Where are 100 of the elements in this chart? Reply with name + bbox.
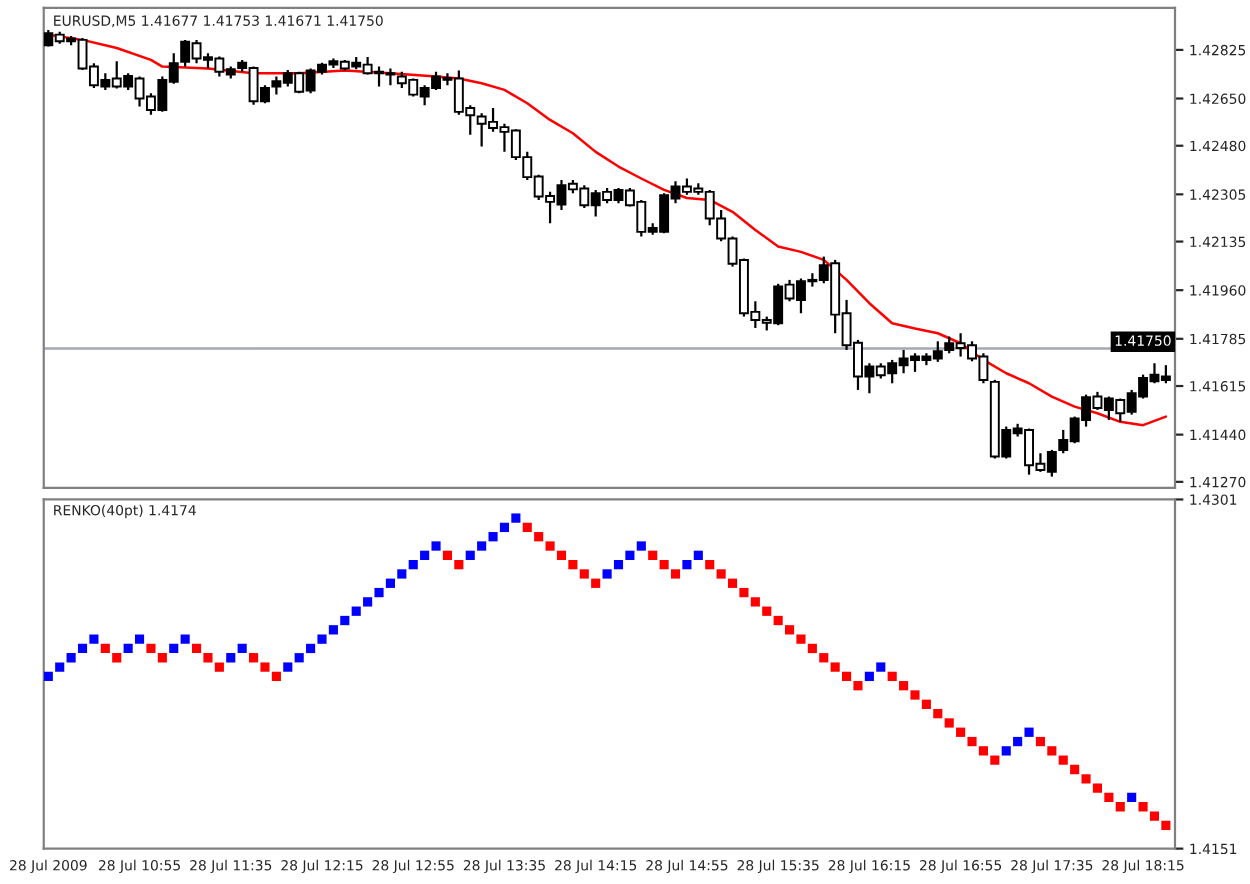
bar bbox=[556, 550, 567, 560]
bar bbox=[1047, 746, 1057, 756]
bar bbox=[625, 550, 635, 560]
bar bbox=[192, 643, 202, 654]
bar bbox=[146, 643, 156, 654]
bar bbox=[602, 569, 612, 579]
bar bbox=[522, 522, 532, 533]
bar bbox=[1081, 774, 1091, 784]
bar bbox=[283, 662, 293, 672]
bar bbox=[682, 559, 692, 570]
bar bbox=[921, 699, 931, 709]
bar bbox=[397, 569, 407, 579]
bar bbox=[910, 690, 920, 700]
bar bbox=[66, 653, 76, 663]
bar bbox=[887, 671, 897, 682]
bar bbox=[488, 532, 498, 542]
bar bbox=[784, 625, 795, 635]
bar bbox=[705, 559, 715, 570]
bar bbox=[670, 569, 681, 579]
bar bbox=[990, 755, 1000, 765]
bar bbox=[112, 653, 122, 663]
bar bbox=[55, 662, 65, 672]
bar bbox=[1104, 792, 1114, 803]
bar bbox=[89, 634, 99, 644]
bar bbox=[511, 513, 521, 523]
bar bbox=[454, 559, 464, 570]
bar bbox=[830, 662, 840, 672]
bar bbox=[842, 671, 852, 682]
bar bbox=[933, 708, 943, 719]
bar bbox=[534, 532, 544, 542]
bar bbox=[568, 559, 578, 570]
bar bbox=[750, 597, 760, 607]
bar bbox=[796, 634, 806, 644]
bar bbox=[864, 671, 874, 682]
bar bbox=[477, 541, 487, 551]
bar bbox=[317, 634, 327, 644]
bar bbox=[134, 634, 145, 644]
bar bbox=[123, 643, 133, 654]
bar bbox=[876, 662, 886, 672]
bar bbox=[636, 541, 646, 551]
bar bbox=[978, 746, 988, 756]
bar bbox=[77, 643, 88, 654]
bar bbox=[659, 559, 669, 570]
bar bbox=[807, 643, 817, 654]
bar bbox=[967, 736, 977, 747]
bar bbox=[214, 662, 224, 672]
bar bbox=[328, 625, 338, 635]
bar bbox=[819, 653, 829, 663]
bar bbox=[773, 615, 783, 626]
bar bbox=[956, 727, 966, 737]
bar bbox=[226, 653, 236, 663]
bar bbox=[579, 569, 589, 579]
bar bbox=[431, 541, 441, 551]
bar bbox=[1127, 792, 1137, 803]
bar bbox=[169, 643, 179, 654]
bar bbox=[545, 541, 555, 551]
bar bbox=[762, 606, 772, 616]
bar bbox=[374, 587, 384, 598]
bar bbox=[1058, 755, 1068, 765]
bar bbox=[180, 634, 190, 644]
bar bbox=[853, 681, 863, 691]
bar bbox=[1013, 736, 1023, 747]
line-series bbox=[47, 33, 1168, 427]
bar bbox=[260, 662, 270, 672]
bar bbox=[716, 569, 726, 579]
bar bbox=[340, 615, 350, 626]
bar bbox=[351, 606, 361, 616]
bar bbox=[157, 653, 167, 663]
bar bbox=[385, 578, 395, 588]
bar bbox=[1035, 736, 1045, 747]
bar bbox=[306, 643, 316, 654]
bar bbox=[613, 559, 624, 570]
bar bbox=[1149, 811, 1160, 821]
bar bbox=[271, 671, 281, 682]
bar bbox=[420, 550, 430, 560]
bar bbox=[499, 522, 510, 533]
bar bbox=[294, 653, 304, 663]
bar bbox=[249, 653, 259, 663]
bar bbox=[237, 643, 247, 654]
bar bbox=[739, 587, 749, 598]
bar bbox=[465, 550, 475, 560]
bar bbox=[944, 718, 954, 728]
bar bbox=[727, 578, 738, 588]
bar bbox=[1138, 802, 1148, 812]
bar bbox=[648, 550, 658, 560]
bar bbox=[100, 643, 110, 654]
bar bbox=[1070, 764, 1080, 775]
bar bbox=[1001, 746, 1011, 756]
bar bbox=[1115, 802, 1125, 812]
bar bbox=[1024, 727, 1034, 737]
bar bbox=[442, 550, 452, 560]
bar bbox=[203, 653, 213, 663]
bar bbox=[591, 578, 601, 588]
bar bbox=[1092, 783, 1103, 793]
bar bbox=[1161, 820, 1171, 831]
bar bbox=[43, 671, 53, 682]
bar bbox=[899, 681, 909, 691]
bar bbox=[363, 597, 373, 607]
bar bbox=[408, 559, 418, 570]
bar bbox=[693, 550, 703, 560]
